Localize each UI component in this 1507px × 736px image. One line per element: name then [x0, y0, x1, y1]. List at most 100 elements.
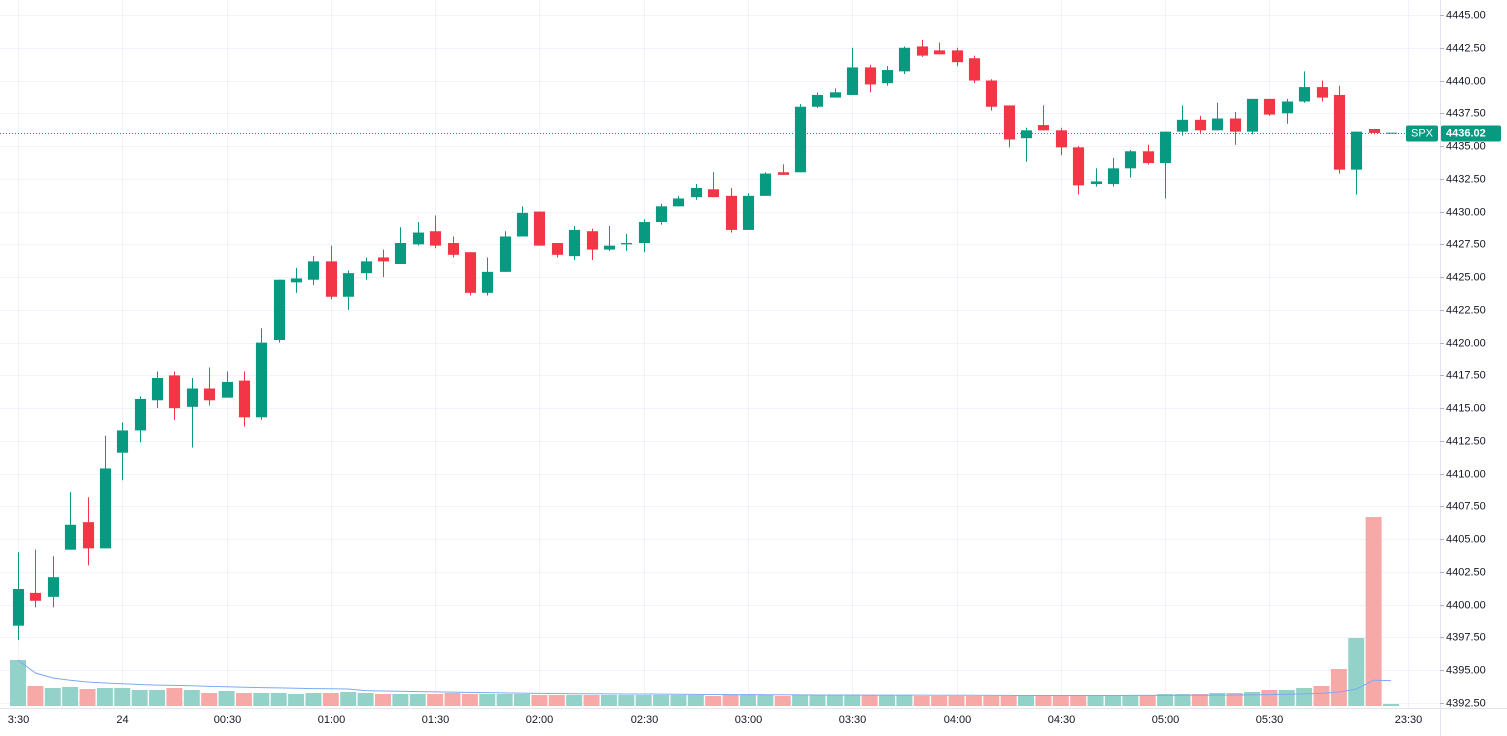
x-tick-label: 00:30 [214, 714, 242, 726]
y-tick-label: 4395.00 [1446, 664, 1486, 676]
candle-body [186, 388, 199, 407]
candle-body [968, 58, 981, 81]
volume-bar [340, 692, 357, 706]
volume-bar [1383, 704, 1400, 706]
volume-bar [1330, 669, 1347, 706]
volume-bar [79, 689, 96, 706]
volume-bar [1174, 694, 1191, 706]
candle-body [1020, 130, 1033, 139]
volume-bar [948, 696, 965, 706]
y-tick-label: 4407.50 [1446, 500, 1486, 512]
volume-bar [1348, 638, 1365, 706]
volume-bar [896, 695, 913, 706]
volume-bar [531, 695, 548, 706]
y-tick-label: 4435.00 [1446, 140, 1486, 152]
candle-body [1263, 98, 1276, 115]
candle-body [551, 243, 564, 255]
volume-bar [1018, 696, 1035, 706]
y-tick-label: 4410.00 [1446, 468, 1486, 480]
candle-body [603, 245, 616, 250]
candle-body [985, 80, 998, 107]
volume-bar [201, 693, 218, 706]
candle-body [655, 206, 668, 223]
volume-bar [183, 690, 200, 706]
candle-body [1211, 118, 1224, 131]
candle-body [290, 278, 303, 283]
volume-bar [1104, 695, 1121, 706]
y-tick-label: 4415.00 [1446, 402, 1486, 414]
volume-bar [1070, 695, 1087, 706]
x-tick-label: 02:30 [631, 714, 659, 726]
symbol-label: SPX [1411, 127, 1434, 139]
candle-body [221, 381, 234, 398]
volume-bar [288, 694, 305, 706]
volume-bar [722, 695, 739, 706]
x-tick-label: 24 [116, 714, 128, 726]
candle-body [377, 257, 390, 262]
volume-bar [1139, 695, 1156, 706]
volume-bar [653, 695, 670, 706]
candle-body [568, 229, 581, 257]
candle-body [64, 524, 77, 550]
candle-body [273, 279, 286, 340]
volume-bar [62, 687, 79, 706]
candle-body [134, 398, 147, 431]
volume-bar [270, 693, 287, 706]
volume-bar [1122, 695, 1139, 706]
candle-body [499, 236, 512, 272]
candle-body [829, 92, 842, 98]
x-tick-label: 03:30 [839, 714, 867, 726]
candle-body [533, 211, 546, 246]
volume-bar [826, 695, 843, 706]
y-tick-label: 4417.50 [1446, 369, 1486, 381]
volume-bar [1313, 686, 1330, 706]
x-tick-label: 05:30 [1256, 714, 1284, 726]
candles [12, 39, 1398, 641]
candle-body [360, 261, 373, 274]
y-tick-label: 4430.00 [1446, 206, 1486, 218]
x-tick-label: 03:00 [735, 714, 763, 726]
volume-bar [27, 686, 44, 706]
candle-body [1072, 147, 1085, 186]
x-tick-label: 01:00 [318, 714, 346, 726]
candle-body [168, 375, 181, 409]
candle-body [29, 592, 42, 601]
candle-body [325, 261, 338, 297]
volume-bar [149, 690, 166, 706]
volume-bar [427, 694, 444, 706]
y-tick-label: 4432.50 [1446, 173, 1486, 185]
candle-body [99, 468, 112, 549]
volume-bar [879, 695, 895, 706]
volume-bar [10, 660, 26, 706]
y-tick-label: 4440.00 [1446, 75, 1486, 87]
candle-body [1385, 132, 1398, 134]
volume-bar [114, 688, 131, 706]
y-tick-label: 4427.50 [1446, 238, 1486, 250]
volume-bar [1278, 690, 1295, 706]
volume-pane [10, 517, 1400, 706]
x-tick-label: 23:30 [1395, 714, 1423, 726]
volume-bar [305, 693, 322, 706]
x-tick-label: 05:00 [1152, 714, 1180, 726]
x-tick-label: 01:30 [422, 714, 450, 726]
candle-body [690, 187, 703, 198]
volume-bar [618, 695, 635, 706]
volume-bar [600, 695, 617, 706]
y-tick-label: 4402.50 [1446, 566, 1486, 578]
axes: 4392.50 4395.00 4397.50 4400.00 4402.50 4405.… [0, 9, 1501, 726]
candle-body [1350, 131, 1363, 170]
candle-body [1055, 130, 1068, 148]
candle-body [12, 588, 25, 626]
candle-body [933, 50, 946, 55]
y-tick-label: 4422.50 [1446, 304, 1486, 316]
x-tick-label: 02:00 [526, 714, 554, 726]
candle-body [412, 232, 425, 245]
volume-bar [357, 693, 374, 706]
candle-body [394, 243, 407, 264]
volume-bar [670, 695, 687, 706]
volume-bar [44, 688, 61, 706]
x-tick-label: 04:00 [944, 714, 972, 726]
volume-bar [1243, 692, 1260, 706]
